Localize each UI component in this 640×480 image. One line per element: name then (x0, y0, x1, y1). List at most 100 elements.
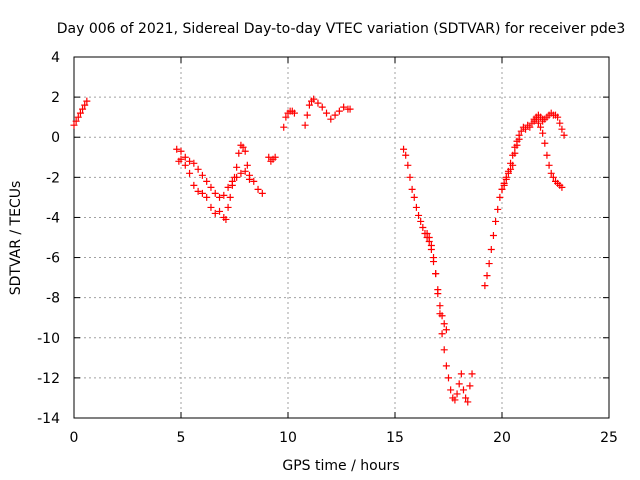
y-tick-label: 4 (51, 50, 60, 66)
data-point (207, 183, 215, 191)
data-point (539, 129, 547, 137)
data-point (556, 119, 564, 127)
data-point (442, 326, 450, 334)
data-point (216, 193, 224, 201)
data-point (190, 159, 198, 167)
data-point (310, 95, 318, 103)
y-tick-label: 0 (51, 130, 60, 146)
data-point (222, 215, 230, 223)
data-point (487, 246, 495, 254)
data-point (228, 181, 236, 189)
data-point (235, 149, 243, 157)
series-segment-11 (539, 109, 568, 139)
data-point (483, 272, 491, 280)
data-point (419, 223, 427, 231)
y-tick-label: -12 (37, 371, 60, 387)
data-point (181, 161, 189, 169)
data-point (547, 169, 555, 177)
data-point (233, 163, 241, 171)
data-point (500, 181, 508, 189)
data-point (173, 145, 181, 153)
data-point (79, 105, 87, 113)
data-point (186, 157, 194, 165)
y-tick-label: -14 (37, 411, 60, 427)
data-point (404, 161, 412, 169)
data-point (498, 185, 506, 193)
data-point (410, 193, 418, 201)
data-point (481, 282, 489, 290)
series-segment-3 (265, 153, 279, 165)
data-point (198, 189, 206, 197)
data-points (70, 95, 568, 406)
data-point (427, 242, 435, 250)
data-point (554, 113, 562, 121)
data-point (265, 153, 273, 161)
data-point (198, 171, 206, 179)
data-point (203, 177, 211, 185)
data-point (177, 155, 185, 163)
y-tick-label: -6 (46, 251, 60, 267)
data-point (494, 205, 502, 213)
chart-title: Day 006 of 2021, Sidereal Day-to-day VTE… (57, 21, 626, 37)
x-tick-label: 15 (386, 430, 404, 446)
data-point (194, 187, 202, 195)
data-point (417, 217, 425, 225)
series-segment-4 (280, 107, 298, 131)
data-point (440, 346, 448, 354)
data-point (83, 97, 91, 105)
data-point (436, 302, 444, 310)
data-point (241, 147, 249, 155)
y-axis-label: SDTVAR / TECUs (8, 181, 24, 296)
data-point (290, 109, 298, 117)
data-point (186, 169, 194, 177)
data-point (517, 127, 525, 135)
data-point (526, 123, 534, 131)
data-point (485, 260, 493, 268)
data-point (545, 161, 553, 169)
data-point (496, 193, 504, 201)
data-point (76, 109, 84, 117)
data-point (301, 121, 309, 129)
data-point (258, 189, 266, 197)
axis-ticks: 0 5 10 15 20 25 -14 -12 -10 -8 -6 -4 -2 0 2 4 (37, 50, 618, 446)
data-point (459, 386, 467, 394)
data-point (254, 185, 262, 193)
data-point (408, 185, 416, 193)
x-tick-label: 25 (600, 430, 618, 446)
data-point (207, 203, 215, 211)
x-tick-label: 20 (493, 430, 511, 446)
data-point (406, 173, 414, 181)
data-point (245, 175, 253, 183)
data-point (543, 151, 551, 159)
x-tick-label: 5 (177, 430, 186, 446)
data-point (224, 183, 232, 191)
data-point (412, 203, 420, 211)
data-point (558, 125, 566, 133)
y-tick-label: -10 (37, 331, 60, 347)
data-point (507, 165, 515, 173)
data-point (181, 153, 189, 161)
plot-frame (73, 56, 610, 419)
data-point (436, 310, 444, 318)
data-point (509, 161, 517, 169)
data-point (558, 183, 566, 191)
data-point (451, 396, 459, 404)
data-point (455, 380, 463, 388)
data-point (220, 191, 228, 199)
series-segment-6 (400, 145, 450, 334)
data-point (314, 99, 322, 107)
data-point (457, 370, 465, 378)
data-point (438, 330, 446, 338)
y-tick-label: -4 (46, 210, 60, 226)
data-point (74, 113, 82, 121)
data-point (72, 117, 80, 125)
data-point (318, 103, 326, 111)
data-point (489, 231, 497, 239)
data-point (271, 153, 279, 161)
data-point (445, 374, 452, 382)
data-point (534, 119, 542, 127)
series-segment-2b (175, 141, 253, 223)
data-point (303, 111, 311, 119)
data-point (425, 234, 433, 241)
